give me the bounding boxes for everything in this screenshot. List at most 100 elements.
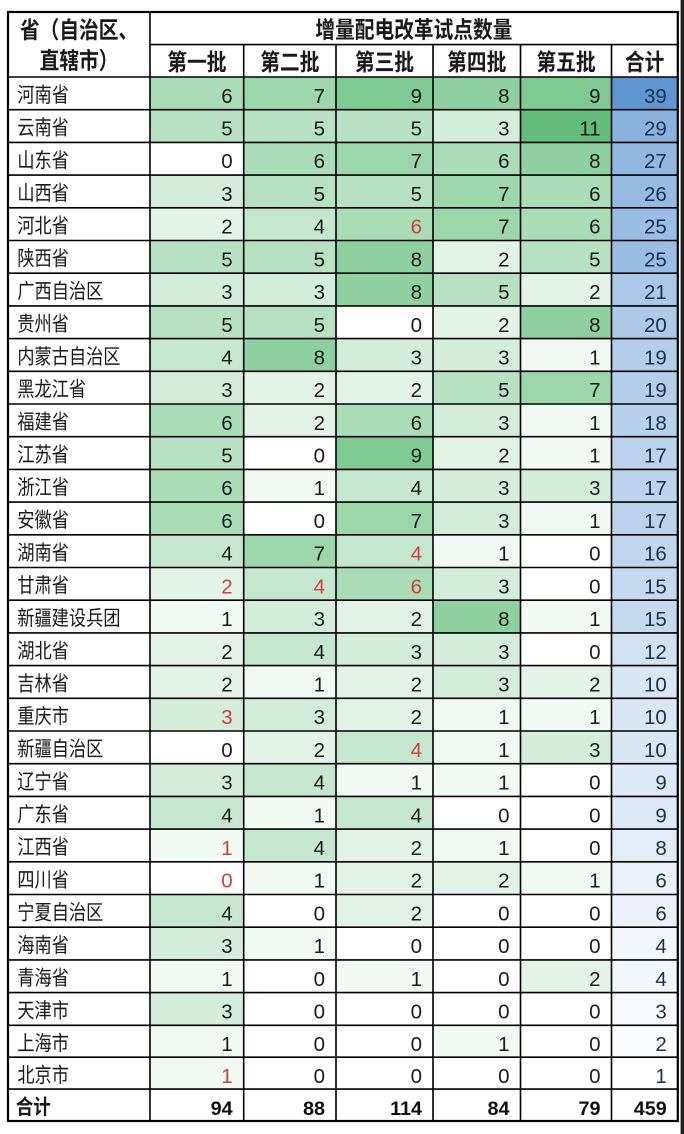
svg-text:5: 5 bbox=[411, 118, 422, 141]
svg-text:7: 7 bbox=[589, 379, 600, 402]
svg-text:5: 5 bbox=[221, 445, 232, 468]
svg-text:0: 0 bbox=[314, 510, 325, 533]
svg-text:0: 0 bbox=[498, 1001, 509, 1024]
svg-text:2: 2 bbox=[221, 216, 232, 239]
svg-text:1: 1 bbox=[314, 477, 325, 500]
svg-text:20: 20 bbox=[644, 314, 667, 337]
svg-text:3: 3 bbox=[314, 608, 325, 631]
svg-text:39: 39 bbox=[644, 85, 667, 108]
svg-text:15: 15 bbox=[644, 608, 667, 631]
svg-text:3: 3 bbox=[221, 706, 232, 729]
svg-text:5: 5 bbox=[314, 314, 325, 337]
svg-text:7: 7 bbox=[411, 150, 422, 173]
svg-text:3: 3 bbox=[221, 935, 232, 958]
svg-text:3: 3 bbox=[221, 1001, 232, 1024]
svg-text:8: 8 bbox=[498, 85, 509, 108]
svg-text:9: 9 bbox=[655, 772, 666, 795]
svg-text:16: 16 bbox=[644, 543, 667, 566]
svg-text:2: 2 bbox=[589, 281, 600, 304]
svg-text:1: 1 bbox=[589, 706, 600, 729]
svg-text:19: 19 bbox=[644, 346, 667, 369]
svg-text:3: 3 bbox=[221, 379, 232, 402]
svg-text:25: 25 bbox=[644, 248, 667, 271]
svg-text:2: 2 bbox=[411, 902, 422, 925]
svg-text:3: 3 bbox=[498, 641, 509, 664]
svg-text:3: 3 bbox=[655, 1001, 666, 1024]
svg-text:0: 0 bbox=[498, 968, 509, 991]
svg-text:0: 0 bbox=[411, 935, 422, 958]
svg-text:6: 6 bbox=[655, 870, 666, 893]
svg-text:0: 0 bbox=[314, 1065, 325, 1088]
svg-text:1: 1 bbox=[589, 445, 600, 468]
svg-text:2: 2 bbox=[498, 248, 509, 271]
svg-text:84: 84 bbox=[487, 1098, 509, 1120]
svg-text:10: 10 bbox=[644, 739, 667, 762]
svg-text:0: 0 bbox=[589, 543, 600, 566]
svg-text:29: 29 bbox=[644, 118, 667, 141]
svg-text:2: 2 bbox=[411, 379, 422, 402]
svg-text:6: 6 bbox=[655, 902, 666, 925]
svg-text:5: 5 bbox=[589, 248, 600, 271]
svg-text:1: 1 bbox=[498, 837, 509, 860]
svg-text:4: 4 bbox=[411, 477, 422, 500]
svg-text:8: 8 bbox=[498, 608, 509, 631]
svg-text:94: 94 bbox=[211, 1098, 233, 1120]
svg-text:4: 4 bbox=[411, 804, 422, 827]
svg-text:1: 1 bbox=[221, 608, 232, 631]
svg-text:0: 0 bbox=[221, 150, 232, 173]
svg-text:7: 7 bbox=[314, 543, 325, 566]
svg-text:2: 2 bbox=[589, 674, 600, 697]
svg-text:4: 4 bbox=[655, 935, 666, 958]
svg-text:8: 8 bbox=[589, 314, 600, 337]
svg-text:10: 10 bbox=[644, 706, 667, 729]
svg-text:1: 1 bbox=[589, 608, 600, 631]
svg-text:4: 4 bbox=[221, 543, 232, 566]
svg-text:0: 0 bbox=[589, 804, 600, 827]
svg-text:6: 6 bbox=[411, 216, 422, 239]
svg-text:0: 0 bbox=[498, 804, 509, 827]
svg-text:0: 0 bbox=[589, 641, 600, 664]
svg-text:4: 4 bbox=[221, 346, 232, 369]
svg-text:15: 15 bbox=[644, 575, 667, 598]
svg-text:2: 2 bbox=[498, 314, 509, 337]
svg-text:6: 6 bbox=[221, 412, 232, 435]
svg-text:4: 4 bbox=[655, 968, 666, 991]
svg-text:2: 2 bbox=[655, 1033, 666, 1056]
svg-text:5: 5 bbox=[314, 118, 325, 141]
svg-text:0: 0 bbox=[589, 837, 600, 860]
svg-text:26: 26 bbox=[644, 183, 667, 206]
svg-text:1: 1 bbox=[589, 870, 600, 893]
svg-text:2: 2 bbox=[221, 575, 232, 598]
svg-text:1: 1 bbox=[314, 870, 325, 893]
svg-text:5: 5 bbox=[314, 183, 325, 206]
svg-text:4: 4 bbox=[221, 902, 232, 925]
svg-text:1: 1 bbox=[221, 1033, 232, 1056]
svg-text:4: 4 bbox=[411, 739, 422, 762]
svg-text:0: 0 bbox=[314, 445, 325, 468]
svg-text:1: 1 bbox=[589, 346, 600, 369]
svg-text:3: 3 bbox=[498, 412, 509, 435]
svg-text:25: 25 bbox=[644, 216, 667, 239]
svg-text:9: 9 bbox=[411, 85, 422, 108]
svg-text:17: 17 bbox=[644, 445, 667, 468]
svg-text:3: 3 bbox=[498, 477, 509, 500]
svg-text:1: 1 bbox=[314, 804, 325, 827]
svg-text:5: 5 bbox=[221, 118, 232, 141]
svg-text:0: 0 bbox=[589, 902, 600, 925]
svg-text:7: 7 bbox=[498, 183, 509, 206]
svg-text:2: 2 bbox=[411, 837, 422, 860]
svg-text:19: 19 bbox=[644, 379, 667, 402]
svg-text:0: 0 bbox=[498, 935, 509, 958]
svg-text:6: 6 bbox=[498, 150, 509, 173]
svg-text:88: 88 bbox=[303, 1098, 325, 1120]
svg-text:8: 8 bbox=[411, 248, 422, 271]
svg-text:0: 0 bbox=[589, 935, 600, 958]
svg-text:1: 1 bbox=[221, 837, 232, 860]
svg-text:0: 0 bbox=[498, 902, 509, 925]
svg-text:2: 2 bbox=[589, 968, 600, 991]
svg-text:3: 3 bbox=[221, 772, 232, 795]
svg-text:1: 1 bbox=[498, 1033, 509, 1056]
svg-text:114: 114 bbox=[390, 1098, 422, 1120]
svg-text:7: 7 bbox=[314, 85, 325, 108]
svg-text:1: 1 bbox=[589, 412, 600, 435]
